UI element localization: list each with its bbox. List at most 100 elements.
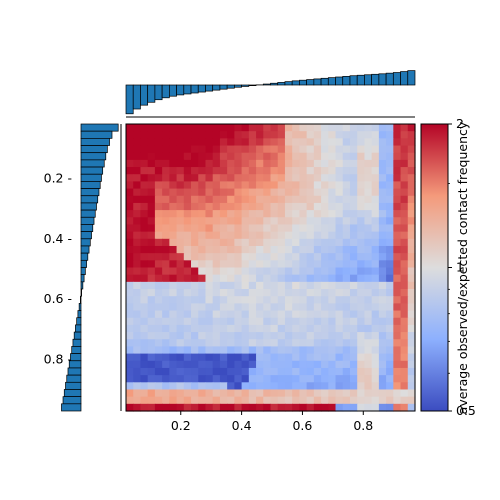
heatmap-cell [133, 159, 142, 168]
heatmap-cell [154, 367, 163, 376]
heatmap-cell [198, 131, 207, 139]
heatmap-cell [400, 346, 409, 355]
heatmap-cell [169, 296, 178, 304]
heatmap-cell [400, 202, 409, 211]
heatmap-cell [386, 296, 394, 304]
heatmap-cell [342, 389, 351, 398]
heatmap-cell [256, 224, 264, 233]
heatmap-cell [256, 188, 264, 197]
heatmap-cell [212, 324, 221, 333]
heatmap-cell [378, 202, 387, 211]
heatmap-cell [342, 260, 351, 269]
heatmap-cell [349, 367, 358, 376]
heatmap-cell [378, 231, 387, 240]
heatmap-cell [378, 289, 387, 297]
heatmap-cell [256, 310, 264, 319]
heatmap-cell [386, 303, 394, 312]
heatmap-cell [212, 389, 221, 398]
heatmap-cell [241, 138, 250, 147]
heatmap-cell [183, 260, 192, 269]
marginal-top-histogram [125, 70, 416, 118]
heatmap-cell [371, 382, 380, 391]
heatmap-cell [248, 131, 257, 139]
heatmap-cell [321, 403, 329, 412]
heatmap-cell [284, 195, 293, 204]
heatmap-cell [277, 403, 286, 412]
heatmap-cell [133, 181, 142, 190]
heatmap-cell [349, 245, 358, 254]
heatmap-cell [248, 396, 257, 405]
heatmap-cell [241, 339, 250, 348]
heatmap-cell [191, 245, 199, 254]
heatmap-cell [176, 238, 185, 247]
heatmap-cell [241, 224, 250, 233]
heatmap-cell [219, 267, 228, 276]
heatmap-cell [176, 167, 185, 175]
heatmap-cell [313, 289, 322, 297]
heatmap-cell [349, 159, 358, 168]
heatmap-cell [147, 267, 156, 276]
heatmap-cell [407, 310, 416, 319]
heatmap-cell [212, 296, 221, 304]
marginal-top-bar [291, 80, 300, 86]
heatmap-cell [241, 253, 250, 261]
heatmap-cell [140, 159, 149, 168]
heatmap-cell [248, 202, 257, 211]
heatmap-cell [126, 224, 134, 233]
heatmap-cell [154, 310, 163, 319]
heatmap-cell [364, 188, 373, 197]
heatmap-cell [256, 324, 264, 333]
heatmap-cell [212, 138, 221, 147]
heatmap-cell [191, 159, 199, 168]
heatmap-cell [140, 195, 149, 204]
heatmap-cell [248, 245, 257, 254]
heatmap-cell [321, 224, 329, 233]
heatmap-cell [263, 202, 272, 211]
heatmap-cell [306, 124, 315, 132]
heatmap-cell [270, 303, 279, 312]
heatmap-cell [169, 131, 178, 139]
heatmap-cell [321, 310, 329, 319]
heatmap-cell [386, 131, 394, 139]
heatmap-cell [328, 131, 337, 139]
heatmap-cell [357, 281, 366, 290]
heatmap-cell [256, 159, 264, 168]
heatmap-cell [241, 289, 250, 297]
heatmap-cell [140, 281, 149, 290]
heatmap-cell [393, 332, 402, 340]
heatmap-cell [393, 253, 402, 261]
heatmap-cell [357, 124, 366, 132]
heatmap-cell [393, 403, 402, 412]
heatmap-cell [321, 181, 329, 190]
heatmap-cell [227, 181, 235, 190]
heatmap-cell [198, 217, 207, 226]
heatmap-cell [162, 281, 170, 290]
marginal-top-bar [407, 70, 416, 86]
heatmap-cell [328, 152, 337, 161]
heatmap-cell [176, 245, 185, 254]
heatmap-cell [357, 202, 366, 211]
heatmap-cell [299, 138, 308, 147]
heatmap-cell [234, 181, 243, 190]
heatmap-cell [241, 360, 250, 369]
heatmap-cell [133, 267, 142, 276]
heatmap-cell [371, 310, 380, 319]
heatmap-cell [154, 202, 163, 211]
heatmap-cell [292, 210, 300, 218]
marginal-top-bar [197, 84, 206, 93]
heatmap-cell [342, 167, 351, 175]
heatmap-cell [183, 124, 192, 132]
heatmap-cell [386, 238, 394, 247]
heatmap-cell [400, 210, 409, 218]
heatmap-cell [407, 324, 416, 333]
heatmap-cell [227, 167, 235, 175]
heatmap-cell [378, 138, 387, 147]
heatmap-cell [212, 289, 221, 297]
heatmap-cell [133, 324, 142, 333]
heatmap-cell [248, 310, 257, 319]
heatmap-cell [357, 210, 366, 218]
heatmap-cell [270, 138, 279, 147]
heatmap-cell [154, 375, 163, 383]
heatmap-cell [306, 317, 315, 326]
heatmap-cell [386, 124, 394, 132]
